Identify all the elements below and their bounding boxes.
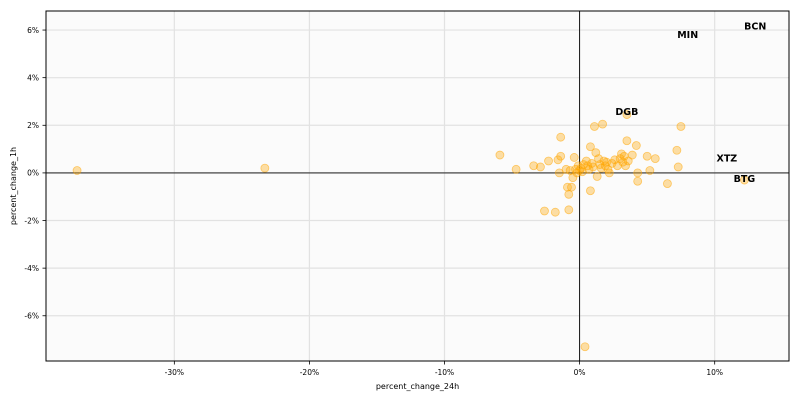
x-tick-label: 10% <box>706 368 723 377</box>
scatter-point <box>676 122 686 131</box>
scatter-point <box>673 162 683 172</box>
scatter-point <box>556 151 566 161</box>
x-axis-label: percent_change_24h <box>376 382 459 391</box>
scatter-point <box>577 167 587 177</box>
point-annotation: BTG <box>734 174 756 185</box>
scatter-point <box>617 149 626 159</box>
scatter-point <box>72 166 82 175</box>
y-tick-label: 6% <box>27 26 39 35</box>
y-tick-label: 4% <box>27 73 39 82</box>
scatter-point <box>645 166 655 175</box>
scatter-point <box>622 110 632 119</box>
scatter-point <box>260 163 270 173</box>
annotations: BCN MIN DGB XTZ BTG <box>615 21 766 184</box>
scatter-point <box>623 156 633 166</box>
scatter-point <box>627 150 637 160</box>
reference-lines <box>46 11 789 361</box>
scatter-point <box>511 164 521 174</box>
scatter-point <box>602 157 612 167</box>
y-tick-label: -2% <box>24 216 39 225</box>
plot-frame <box>45 10 790 362</box>
scatter-point <box>663 179 672 189</box>
plot-background <box>46 11 789 361</box>
x-tick-label: -10% <box>435 368 454 377</box>
x-tick-label: -30% <box>165 368 184 377</box>
y-axis-ticks: -6% -4% -2% 0% 2% 4% 6% <box>24 26 46 321</box>
scatter-point <box>564 205 574 215</box>
scatter-point <box>633 168 643 178</box>
x-tick-label: 0% <box>574 368 586 377</box>
point-annotation: BCN <box>744 21 766 32</box>
scatter-point <box>621 161 630 171</box>
scatter-point <box>633 176 643 186</box>
x-tick-label: -20% <box>300 368 319 377</box>
scatter-point <box>598 119 607 129</box>
scatter-point <box>536 162 545 172</box>
x-axis-ticks: -30% -20% -10% 0% 10% <box>165 361 723 377</box>
scatter-point <box>650 154 660 164</box>
scatter-point <box>544 156 553 166</box>
y-tick-label: -6% <box>24 312 39 321</box>
data-points <box>72 110 749 352</box>
y-axis-label: percent_change_1h <box>9 147 18 225</box>
scatter-point <box>556 132 566 142</box>
scatter-point <box>550 207 560 217</box>
scatter-point <box>495 150 505 160</box>
scatter-point <box>567 182 576 192</box>
y-tick-label: -4% <box>24 264 39 273</box>
scatter-point <box>580 342 590 352</box>
scatter-point <box>569 153 579 162</box>
y-tick-label: 0% <box>27 169 39 178</box>
scatter-point <box>604 168 614 178</box>
scatter-point <box>740 175 749 185</box>
y-tick-label: 2% <box>27 121 39 130</box>
scatter-point <box>586 142 595 152</box>
point-annotation: XTZ <box>717 154 738 165</box>
scatter-point <box>592 172 602 181</box>
scatter-point <box>642 151 652 161</box>
scatter-point <box>622 136 632 146</box>
scatter-point <box>540 206 549 216</box>
point-annotation: MIN <box>677 30 698 41</box>
scatter-point <box>554 168 564 178</box>
scatter-point <box>529 161 539 171</box>
point-annotation: DGB <box>615 107 638 118</box>
scatter-point <box>631 141 641 150</box>
scatter-point <box>586 186 595 196</box>
scatter-point <box>590 122 599 131</box>
scatter-point <box>672 145 682 155</box>
